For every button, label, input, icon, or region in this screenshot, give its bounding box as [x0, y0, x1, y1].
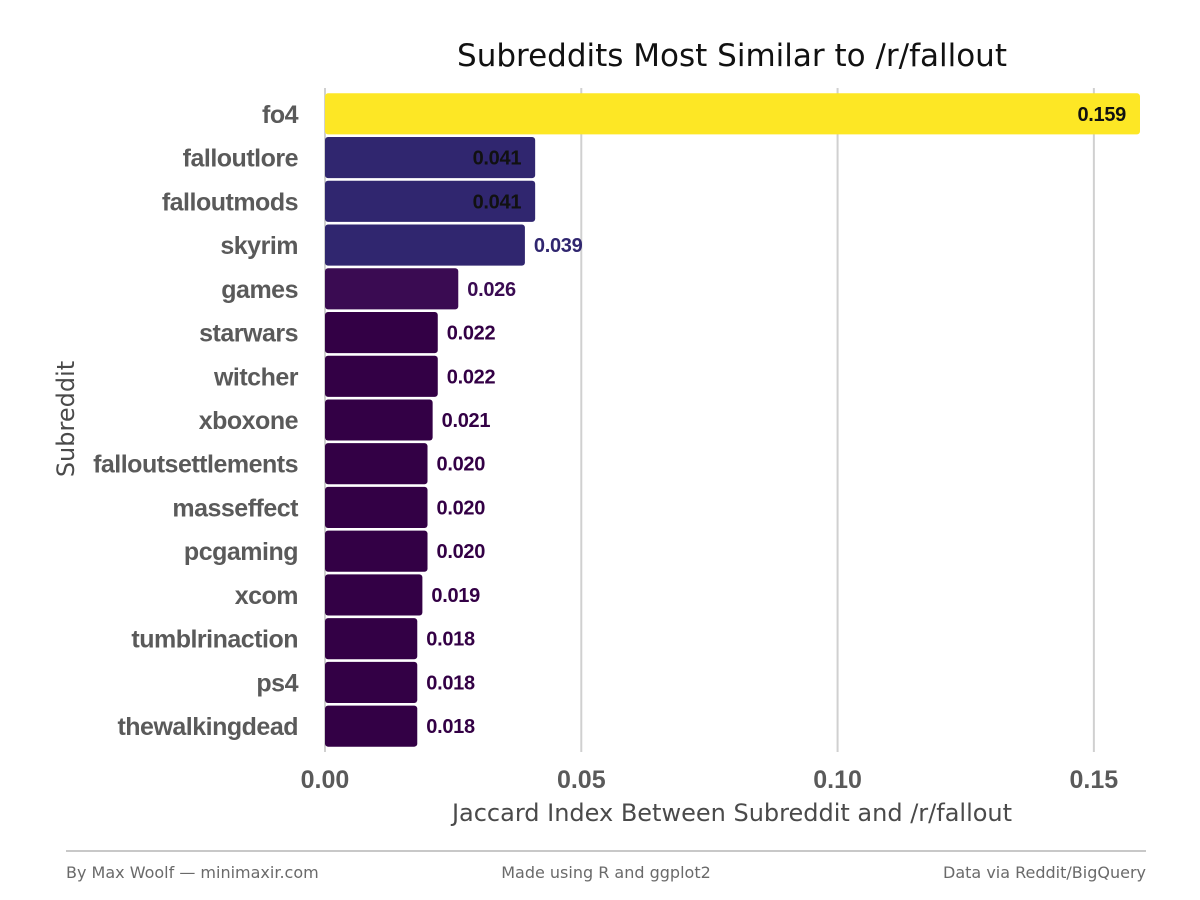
x-tick-label: 0.15	[1070, 766, 1119, 794]
category-labels: fo4 falloutlore falloutmods skyrim games star…	[93, 101, 300, 741]
y-tick-label: games	[221, 276, 298, 304]
y-tick-label: witcher	[213, 363, 299, 391]
chart-title: Subreddits Most Similar to /r/fallout	[457, 38, 1007, 74]
data-label: 0.018	[426, 629, 475, 651]
data-label: 0.159	[1077, 104, 1126, 126]
bar	[325, 486, 428, 529]
y-tick-label: skyrim	[220, 232, 298, 260]
bar	[325, 268, 459, 310]
y-tick-label: falloutsettlements	[93, 451, 298, 479]
footer-tools: Made using R and ggplot2	[501, 863, 711, 882]
bar	[325, 399, 433, 441]
data-label: 0.039	[534, 235, 583, 257]
y-axis-title: Subreddit	[52, 361, 80, 477]
bar	[325, 311, 438, 354]
footer-credit: By Max Woolf — minimaxir.com	[66, 863, 319, 882]
x-axis-title: Jaccard Index Between Subreddit and /r/f…	[450, 799, 1012, 827]
data-label: 0.018	[426, 716, 475, 738]
bar	[325, 224, 525, 266]
y-tick-label: masseffect	[172, 494, 299, 522]
y-tick-label: thewalkingdead	[117, 713, 298, 741]
x-axis-ticks: 0.00 0.05 0.10 0.15	[301, 766, 1119, 794]
bar	[325, 443, 428, 485]
y-tick-label: xcom	[235, 582, 298, 610]
y-tick-label: ps4	[256, 669, 298, 697]
y-tick-label: falloutlore	[183, 145, 299, 173]
x-tick-label: 0.05	[557, 766, 606, 794]
y-tick-label: falloutmods	[162, 188, 298, 216]
data-label: 0.022	[447, 366, 496, 388]
bar	[325, 574, 423, 616]
data-label: 0.041	[473, 148, 522, 170]
data-label: 0.026	[467, 279, 516, 301]
data-label: 0.019	[431, 585, 480, 607]
data-label: 0.020	[437, 454, 486, 476]
value-labels: 0.159 0.041 0.041 0.039 0.026 0.022 0.022 0.021…	[426, 104, 1126, 738]
data-label: 0.020	[437, 541, 486, 563]
y-tick-label: pcgaming	[184, 538, 298, 566]
y-tick-label: xboxone	[199, 407, 299, 435]
bar	[325, 661, 418, 703]
data-label: 0.018	[426, 672, 475, 694]
bar	[325, 530, 428, 572]
y-tick-label: starwars	[199, 320, 298, 348]
data-label: 0.041	[473, 191, 522, 213]
bar	[325, 355, 438, 397]
bar	[325, 137, 536, 179]
x-tick-label: 0.10	[813, 766, 862, 794]
y-tick-label: tumblrinaction	[131, 626, 298, 654]
footer-source: Data via Reddit/BigQuery	[943, 863, 1146, 882]
bar	[325, 618, 418, 660]
bars	[325, 93, 1140, 747]
data-label: 0.021	[442, 410, 491, 432]
x-tick-label: 0.00	[301, 766, 350, 794]
bar	[325, 93, 1140, 135]
data-label: 0.020	[437, 497, 486, 519]
bar	[325, 180, 536, 222]
data-label: 0.022	[447, 323, 496, 345]
bar	[325, 705, 418, 747]
y-tick-label: fo4	[262, 101, 299, 129]
